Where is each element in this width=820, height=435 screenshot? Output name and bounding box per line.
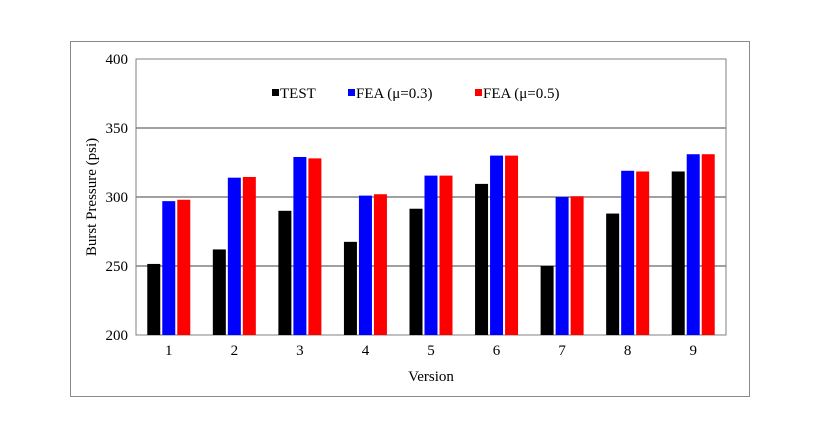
bar-test-2 (212, 249, 226, 335)
bar-test-7 (540, 266, 554, 335)
x-tick-label: 8 (624, 343, 632, 359)
bar-fea-0-5--6 (505, 155, 519, 335)
bar-fea-0-3--5 (424, 175, 438, 335)
x-axis-label: Version (408, 369, 454, 385)
y-tick-label: 200 (106, 328, 129, 344)
x-tick-label: 4 (362, 343, 370, 359)
legend-swatch (475, 89, 482, 96)
bar-fea-0-5--3 (308, 158, 322, 335)
bar-test-5 (409, 208, 423, 335)
bar-fea-0-3--7 (555, 197, 569, 335)
bar-fea-0-5--5 (439, 175, 453, 335)
x-tick-label: 5 (427, 343, 435, 359)
bar-fea-0-5--8 (636, 171, 650, 335)
x-tick-label: 6 (493, 343, 501, 359)
bar-test-4 (343, 241, 357, 335)
x-tick-label: 1 (165, 343, 173, 359)
legend-swatch (348, 89, 355, 96)
bar-fea-0-3--9 (686, 154, 700, 335)
y-axis-label: Burst Pressure (psi) (84, 138, 100, 256)
bar-fea-0-3--8 (621, 170, 635, 335)
y-tick-label: 300 (106, 190, 129, 206)
bar-fea-0-3--2 (227, 177, 241, 335)
bar-fea-0-3--6 (490, 155, 504, 335)
legend-label: FEA (μ=0.3) (356, 86, 433, 102)
legend-label: FEA (μ=0.5) (483, 86, 560, 102)
bar-test-8 (606, 213, 620, 335)
legend: TEST FEA (μ=0.3) FEA (μ=0.5) (272, 86, 560, 102)
chart-frame (70, 41, 750, 397)
bar-fea-0-5--2 (242, 176, 256, 335)
bar-test-6 (475, 183, 489, 335)
bar-fea-0-5--1 (177, 199, 191, 335)
y-tick-labels: 200 250 300 350 400 (106, 52, 129, 344)
y-tick-label: 400 (106, 52, 129, 68)
y-tick-label: 350 (106, 121, 129, 137)
bar-fea-0-3--4 (358, 195, 372, 335)
bars (147, 154, 715, 335)
bar-fea-0-3--3 (293, 156, 307, 335)
bar-fea-0-5--7 (570, 196, 584, 335)
legend-label: TEST (280, 86, 316, 102)
bar-test-9 (671, 171, 685, 335)
x-tick-label: 2 (231, 343, 239, 359)
legend-swatch (272, 89, 279, 96)
y-tick-label: 250 (106, 259, 129, 275)
x-tick-label: 3 (296, 343, 304, 359)
bar-fea-0-5--9 (701, 154, 715, 335)
bar-test-1 (147, 263, 161, 335)
x-tick-labels: 1 2 3 4 5 6 7 8 9 (165, 343, 697, 359)
bar-test-3 (278, 210, 292, 335)
x-tick-label: 7 (558, 343, 566, 359)
bar-fea-0-5--4 (373, 194, 387, 335)
bar-fea-0-3--1 (162, 201, 176, 335)
x-tick-label: 9 (689, 343, 697, 359)
